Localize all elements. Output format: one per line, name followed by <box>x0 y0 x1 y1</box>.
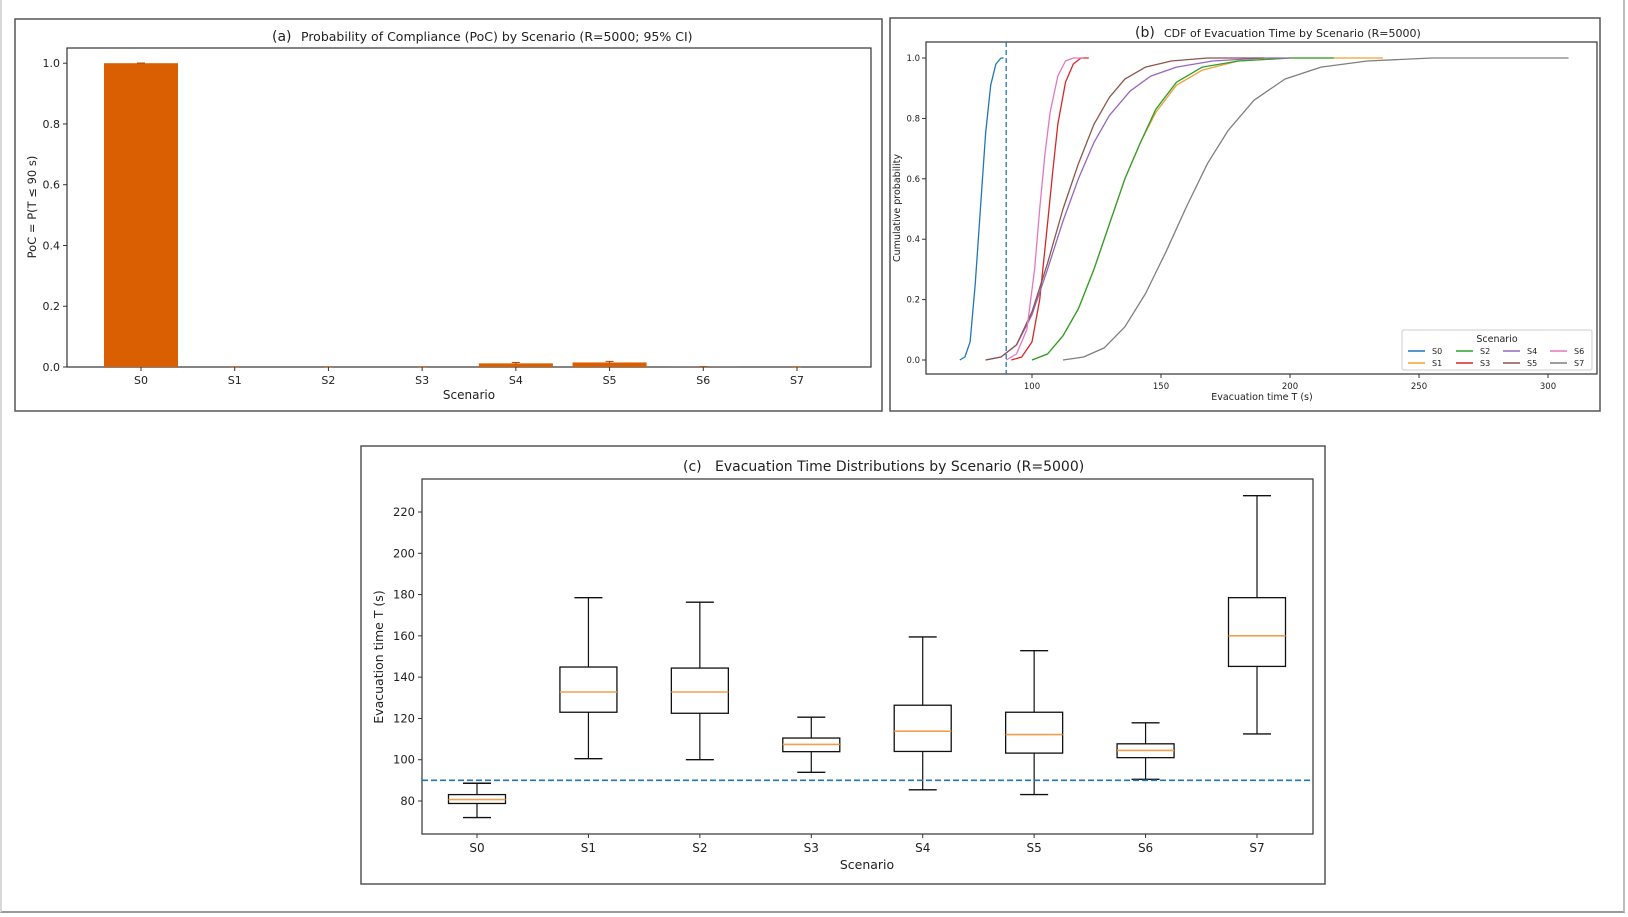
legend-label: S5 <box>1527 359 1537 368</box>
x-tick-label: S4 <box>509 374 523 387</box>
panel-c-ylabel: Evacuation time T (s) <box>371 590 386 723</box>
panel-c: (c) Evacuation Time Distributions by Sce… <box>360 445 1326 885</box>
bar-s0 <box>104 63 178 367</box>
panel-c-label: (c) <box>683 459 702 475</box>
x-tick-label: S5 <box>603 374 617 387</box>
y-tick-label: 1.0 <box>906 54 920 64</box>
x-tick-label: S5 <box>1027 841 1042 855</box>
legend-title: Scenario <box>1476 334 1517 345</box>
panel-b-plot: 0.0 0.2 0.4 0.6 0.8 1.0 100 150 200 250 300 <box>906 42 1569 392</box>
panel-c-title: Evacuation Time Distributions by Scenari… <box>715 459 1084 475</box>
y-tick-label: 0.8 <box>906 114 920 124</box>
cdf-line-s6 <box>1005 57 1084 361</box>
y-tick-label: 0.2 <box>906 296 920 306</box>
legend-label: S6 <box>1574 347 1584 356</box>
legend-box <box>1401 329 1593 371</box>
panel-a-plot: 0.0 0.2 0.4 0.6 0.8 1.0 S0 S1 S2 S3 S4 S5 S6 S7 <box>43 57 804 387</box>
panel-b: (b) CDF of Evacuation Time by Scenario (… <box>889 17 1601 412</box>
panel-c-xlabel: Scenario <box>840 857 894 872</box>
box-s3 <box>782 716 841 774</box>
legend-label: S2 <box>1480 347 1490 356</box>
y-tick-label: 1.0 <box>43 57 61 70</box>
box-s6 <box>1116 722 1175 781</box>
y-tick-label: 0.0 <box>43 361 61 374</box>
y-tick-label: 0.6 <box>43 179 61 192</box>
legend-label: S1 <box>1432 359 1442 368</box>
y-tick-label: 200 <box>393 546 415 560</box>
x-tick-label: S4 <box>915 841 930 855</box>
iqr-box <box>670 667 730 714</box>
y-tick-label: 180 <box>393 588 415 602</box>
y-tick-label: 100 <box>393 753 415 767</box>
panel-b-title: CDF of Evacuation Time by Scenario (R=50… <box>1164 27 1421 40</box>
x-tick-label: 150 <box>1153 382 1169 392</box>
iqr-box <box>559 666 618 713</box>
panel-a: (a) Probability of Compliance (PoC) by S… <box>14 18 883 412</box>
x-tick-label: S6 <box>1138 841 1153 855</box>
panel-a-ylabel: PoC = P(T ≤ 90 s) <box>25 156 39 259</box>
cdf-line-s7 <box>1062 57 1569 361</box>
x-tick-label: S1 <box>228 374 242 387</box>
y-tick-label: 0.8 <box>43 118 61 131</box>
box-s1 <box>559 596 618 760</box>
y-tick-label: 0.2 <box>43 300 61 313</box>
x-tick-label: S2 <box>321 374 335 387</box>
panel-a-axes <box>66 47 872 368</box>
y-tick-label: 120 <box>393 711 415 725</box>
y-tick-label: 160 <box>393 629 415 643</box>
x-tick-label: 100 <box>1024 382 1040 392</box>
iqr-box <box>893 704 952 753</box>
x-tick-label: 200 <box>1282 382 1298 392</box>
bar-s4 <box>478 363 553 367</box>
x-tick-label: S3 <box>804 841 819 855</box>
iqr-box <box>1004 711 1064 754</box>
cdf-line-s0 <box>959 57 1004 361</box>
box-s5 <box>1004 650 1064 796</box>
cdf-line-s3 <box>1011 57 1089 361</box>
panel-a-xlabel: Scenario <box>443 388 495 402</box>
y-tick-label: 0.6 <box>906 175 920 185</box>
y-tick-label: 0.4 <box>43 239 61 252</box>
x-tick-label: 250 <box>1411 382 1427 392</box>
x-tick-label: S7 <box>1249 841 1264 855</box>
y-tick-label: 220 <box>393 505 415 519</box>
panel-b-axes <box>925 41 1598 375</box>
legend-label: S7 <box>1574 359 1584 368</box>
panel-c-plot: 80 100 120 140 160 180 200 220 S0 S1 S2 S3 S4 S5 S6 S7 <box>393 494 1313 855</box>
box-s7 <box>1227 494 1287 735</box>
x-tick-label: S6 <box>696 374 710 387</box>
panel-b-label: (b) <box>1135 25 1155 41</box>
x-tick-label: S2 <box>692 841 707 855</box>
x-tick-label: S1 <box>581 841 596 855</box>
x-tick-label: S7 <box>790 374 804 387</box>
legend-label: S4 <box>1527 347 1537 356</box>
x-tick-label: S3 <box>415 374 429 387</box>
legend-label: S3 <box>1480 359 1490 368</box>
x-tick-label: 300 <box>1540 382 1556 392</box>
x-tick-label: S0 <box>469 841 484 855</box>
x-tick-label: S0 <box>134 374 148 387</box>
legend-label: S0 <box>1432 347 1442 356</box>
bar-s5 <box>572 362 647 367</box>
y-tick-label: 0.0 <box>906 356 920 366</box>
y-tick-label: 140 <box>393 670 415 684</box>
box-s2 <box>670 601 730 761</box>
panel-b-ylabel: Cumulative probability <box>892 154 903 262</box>
panel-c-axes <box>421 478 1314 835</box>
panel-c-frame <box>360 445 1326 885</box>
iqr-box <box>1227 597 1287 668</box>
panel-a-title: Probability of Compliance (PoC) by Scena… <box>301 29 693 44</box>
panel-b-legend: Scenario S0 S1 S2 S3 S4 S5 S6 S7 <box>1401 329 1593 371</box>
box-s4 <box>893 636 952 791</box>
box-s0 <box>447 782 507 819</box>
y-tick-label: 80 <box>400 794 415 808</box>
panel-b-xlabel: Evacuation time T (s) <box>1211 392 1312 403</box>
cdf-line-s2 <box>1031 57 1334 361</box>
y-tick-label: 0.4 <box>906 235 920 245</box>
cdf-line-s5 <box>985 57 1265 361</box>
panel-a-label: (a) <box>272 29 292 45</box>
legend-items: S0 S1 S2 S3 S4 S5 S6 S7 <box>1408 347 1584 368</box>
